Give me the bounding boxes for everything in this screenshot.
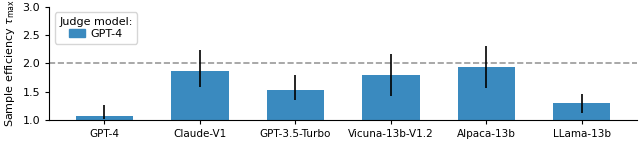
Bar [172, 71, 228, 120]
Bar [267, 90, 324, 120]
Y-axis label: Sample efficiency $\tau_{\mathrm{max}}$: Sample efficiency $\tau_{\mathrm{max}}$ [3, 0, 17, 127]
Bar [362, 75, 420, 120]
Bar [553, 103, 611, 120]
Bar [458, 67, 515, 120]
Bar [76, 116, 133, 120]
Legend: GPT-4: GPT-4 [54, 12, 137, 44]
